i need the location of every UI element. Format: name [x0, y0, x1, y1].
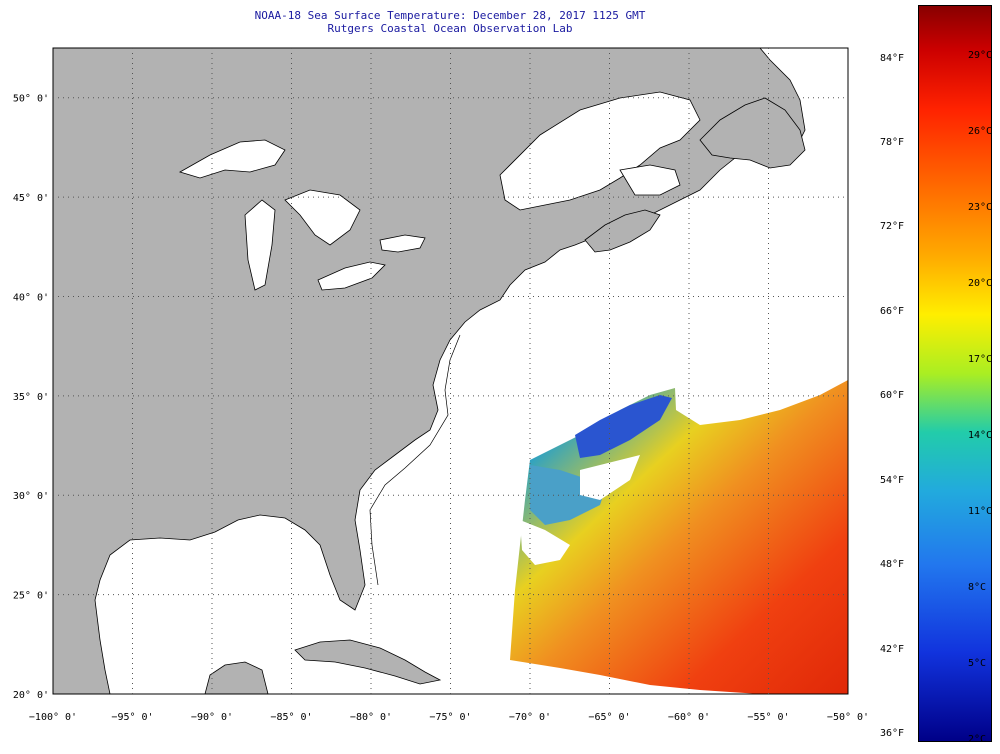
fahrenheit-label: 66°F	[880, 305, 905, 317]
celsius-label: 14°C	[968, 429, 993, 441]
latitude-label: 35° 0'	[13, 392, 49, 403]
celsius-label: 17°C	[968, 353, 993, 365]
sst-map: −100° 0' −95° 0' −90° 0' −85° 0' −80° 0' −75°…	[13, 47, 869, 723]
celsius-label: 11°C	[968, 505, 993, 517]
fahrenheit-label: 36°F	[880, 728, 905, 739]
latitude-label: 45° 0'	[13, 193, 49, 204]
map-subtitle: Rutgers Coastal Ocean Observation Lab	[327, 22, 573, 35]
longitude-label: −95° 0'	[111, 712, 153, 723]
longitude-label: −70° 0'	[509, 712, 551, 723]
longitude-label: −90° 0'	[191, 712, 233, 723]
celsius-label: 8°C	[968, 581, 987, 593]
map-title: NOAA-18 Sea Surface Temperature: Decembe…	[254, 9, 646, 22]
celsius-label: 29°C	[968, 49, 993, 61]
longitude-label: −80° 0'	[350, 712, 392, 723]
depth-contour	[369, 334, 461, 586]
fahrenheit-label: 48°F	[880, 559, 905, 571]
latitude-label: 30° 0'	[13, 491, 49, 502]
fahrenheit-label: 54°F	[880, 474, 905, 486]
celsius-label: 23°C	[968, 201, 993, 213]
celsius-label: 5°C	[968, 657, 987, 669]
longitude-label: −75° 0'	[429, 712, 471, 723]
longitude-label: −85° 0'	[270, 712, 312, 723]
longitude-label: −55° 0'	[747, 712, 789, 723]
latitude-label: 25° 0'	[13, 591, 49, 602]
sst-swath	[510, 380, 848, 694]
fahrenheit-label: 72°F	[880, 221, 905, 233]
celsius-label: 20°C	[968, 277, 993, 289]
land-mass	[53, 48, 806, 694]
fahrenheit-label: 78°F	[880, 136, 905, 148]
temperature-colorbar	[918, 5, 992, 742]
longitude-label: −60° 0'	[668, 712, 710, 723]
fahrenheit-label: 60°F	[880, 390, 905, 402]
latitude-label: 50° 0'	[13, 94, 49, 105]
longitude-label: −50° 0'	[827, 712, 869, 723]
longitude-label: −65° 0'	[588, 712, 630, 723]
fahrenheit-label: 42°F	[880, 643, 905, 655]
latitude-label: 20° 0'	[13, 690, 49, 701]
celsius-label: 2°C	[968, 734, 987, 745]
fahrenheit-label: 84°F	[880, 52, 905, 64]
longitude-labels: −100° 0' −95° 0' −90° 0' −85° 0' −80° 0' −75°…	[29, 712, 869, 723]
inland-water	[178, 91, 701, 291]
celsius-label: 26°C	[968, 125, 993, 137]
latitude-label: 40° 0'	[13, 292, 49, 303]
latitude-labels: 20° 0' 25° 0' 30° 0' 35° 0' 40° 0' 45° 0' 50° …	[13, 94, 49, 701]
longitude-label: −100° 0'	[29, 712, 77, 723]
